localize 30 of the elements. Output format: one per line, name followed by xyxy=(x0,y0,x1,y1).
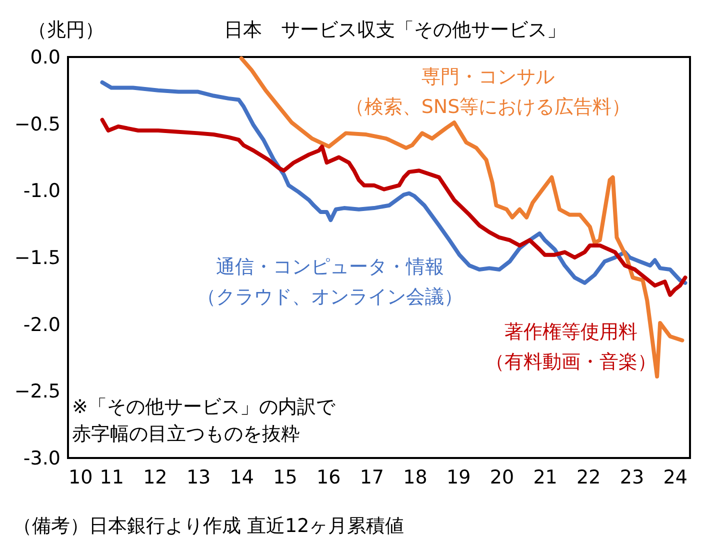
annotation: 赤字幅の目立つものを抜粋 xyxy=(72,423,300,445)
series-label: 著作権等使用料（有料動画・音楽） xyxy=(486,321,656,373)
series-label: 専門・コンサル（検索、SNS等における広告料） xyxy=(345,66,631,118)
y-tick-label: -3.0 xyxy=(23,448,60,470)
y-tick-label: -2.0 xyxy=(23,314,60,336)
x-tick-label: 13 xyxy=(186,466,211,488)
y-axis-title: （兆円） xyxy=(28,19,104,41)
x-tick-label: 22 xyxy=(576,466,601,488)
x-tick-label: 23 xyxy=(620,466,644,488)
y-tick-label: −0.5 xyxy=(14,113,60,136)
x-tick-label: 16 xyxy=(316,466,341,488)
x-tick-label: 21 xyxy=(533,466,558,488)
annotation: ※「その他サービス」の内訳で xyxy=(72,396,336,418)
series-label: 通信・コンピュータ・情報（クラウド、オンライン会議） xyxy=(197,256,463,308)
x-tick-label: 14 xyxy=(230,466,254,488)
chart-title: 日本 サービス収支「その他サービス」 xyxy=(224,19,566,41)
x-tick-label: 20 xyxy=(490,466,514,488)
y-tick-label: 0.0 xyxy=(30,46,60,68)
x-tick-label: 12 xyxy=(143,466,168,488)
x-tick-label: 11 xyxy=(100,466,124,488)
text: （備考）日本銀行より作成 直近12ヶ月累積値 xyxy=(13,515,404,537)
x-tick-label: 24 xyxy=(663,466,688,488)
y-tick-label: -1.0 xyxy=(23,180,60,202)
y-tick-label: −2.5 xyxy=(14,380,60,403)
y-tick-label: −1.5 xyxy=(14,247,60,269)
x-tick-label: 10 xyxy=(68,466,93,488)
x-tick-label: 19 xyxy=(446,466,471,488)
x-tick-label: 17 xyxy=(360,466,384,488)
x-tick-label: 18 xyxy=(403,466,428,488)
x-tick-label: 15 xyxy=(273,466,298,488)
